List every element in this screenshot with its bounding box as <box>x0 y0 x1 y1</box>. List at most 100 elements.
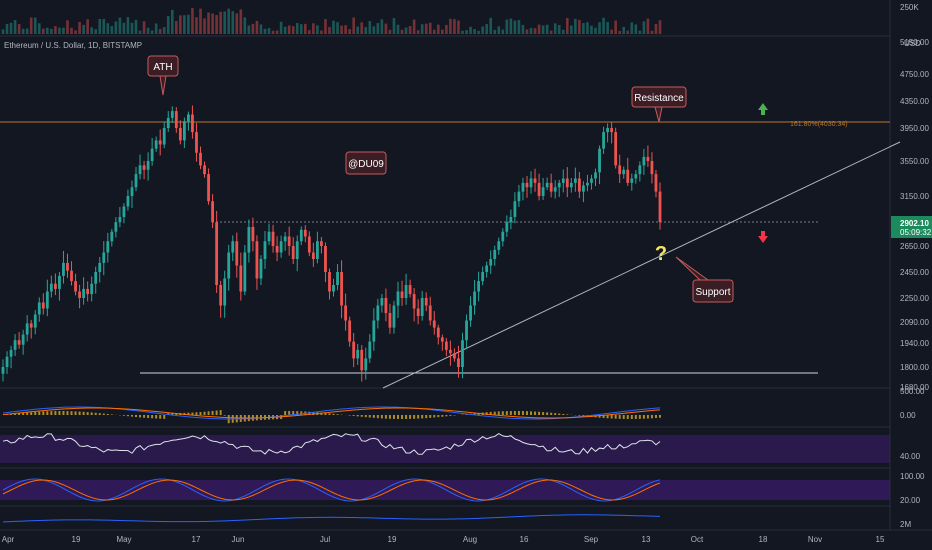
macd-bar <box>199 411 202 415</box>
candle-body <box>114 222 118 232</box>
volume-bar <box>50 28 53 34</box>
volume-bar <box>606 22 609 34</box>
macd-bar <box>18 413 21 415</box>
volume-bar <box>412 19 416 34</box>
support-annotation[interactable]: Support <box>675 256 734 303</box>
current-price-bg <box>891 216 932 238</box>
volume-bar <box>299 24 303 34</box>
volume-bar <box>130 22 134 34</box>
volume-bar <box>497 26 501 34</box>
macd-bar <box>392 415 395 419</box>
macd-bar <box>284 411 287 415</box>
price-tick: 1800.00 <box>900 363 929 372</box>
volume-bar <box>183 15 186 34</box>
volume-bar <box>533 28 537 34</box>
time-label: Jul <box>320 535 330 544</box>
red-down-arrow-icon <box>758 231 768 243</box>
candle-body <box>199 152 202 166</box>
macd-bar <box>122 415 125 416</box>
macd-bar <box>622 415 625 419</box>
volume-bar <box>396 24 400 34</box>
price-tick: 2090.00 <box>900 318 929 327</box>
macd-bar <box>449 415 452 416</box>
volume-bar <box>553 23 557 34</box>
time-label: Apr <box>2 535 15 544</box>
ath-annotation[interactable]: ATH <box>147 55 179 96</box>
candle-body <box>408 285 412 295</box>
candle-body <box>271 231 275 246</box>
volume-bar <box>557 24 561 34</box>
macd-bar <box>94 412 97 415</box>
resistance-annotation[interactable]: Resistance <box>631 86 687 123</box>
macd-bar <box>546 412 549 415</box>
candle-body <box>412 294 416 309</box>
price-tick: 2250.00 <box>900 294 929 303</box>
volume-bar <box>295 23 299 34</box>
volume-bar <box>94 29 98 34</box>
volume-bar <box>461 30 464 34</box>
current-price-value: 2902.10 <box>900 219 929 228</box>
macd-bar <box>151 415 154 419</box>
candle-body <box>29 323 33 328</box>
candle-body <box>352 341 356 359</box>
time-label: 19 <box>388 535 397 544</box>
volume-bar <box>352 17 355 34</box>
macd-bar <box>110 414 113 415</box>
volume-bar <box>239 9 243 35</box>
rsi-line <box>2 433 661 455</box>
candle-body <box>424 298 428 306</box>
candle-body <box>166 117 170 128</box>
macd-bar <box>332 413 335 415</box>
volume-bar <box>445 24 448 34</box>
volume-bar <box>279 21 283 34</box>
candle-body <box>45 291 49 309</box>
candle-body <box>449 349 452 354</box>
candle-body <box>299 229 303 242</box>
macd-bar <box>380 415 383 419</box>
macd-bar <box>130 415 133 417</box>
candle-body <box>251 226 255 242</box>
candle-body <box>388 313 392 328</box>
candle-body <box>658 191 662 222</box>
candle-body <box>78 291 81 298</box>
candle-body <box>146 161 150 170</box>
candle-body <box>416 308 420 316</box>
macd-bar <box>650 415 653 419</box>
volume-bar <box>66 20 69 34</box>
candle-body <box>94 272 98 284</box>
macd-bar <box>159 415 162 419</box>
candle-body <box>33 314 37 328</box>
candle-body <box>41 302 45 309</box>
macd-bar <box>401 415 404 419</box>
macd-bar <box>659 415 661 418</box>
candle-body <box>291 246 295 259</box>
macd-bar <box>58 411 61 415</box>
fib-label: 161.80%(4030.34) <box>790 121 848 128</box>
candle-body <box>529 178 533 188</box>
author-annotation[interactable]: @DU09 <box>345 151 387 175</box>
candle-body <box>235 241 239 266</box>
volume-bar <box>54 26 57 34</box>
volume-bar <box>78 21 81 34</box>
macd-bar <box>308 411 311 415</box>
volume-bar <box>203 18 206 34</box>
volume-bar <box>86 19 89 34</box>
candle-body <box>187 114 190 122</box>
candle-body <box>62 262 65 276</box>
macd-bar <box>30 412 33 415</box>
volume-bar <box>255 20 259 34</box>
stoch-tick-1: 100.00 <box>900 472 925 481</box>
price-tick: 4350.00 <box>900 97 929 106</box>
candle-body <box>590 178 593 183</box>
time-label: 17 <box>192 535 201 544</box>
candle-body <box>126 196 130 207</box>
volume-bar <box>320 30 323 34</box>
candle-body <box>86 288 90 295</box>
volume-axis-label: 250K <box>900 3 919 12</box>
time-label: 15 <box>876 535 885 544</box>
macd-bar <box>630 415 633 419</box>
macd-bar <box>288 411 291 415</box>
volume-bar <box>517 20 521 34</box>
volume-bar <box>191 7 194 34</box>
